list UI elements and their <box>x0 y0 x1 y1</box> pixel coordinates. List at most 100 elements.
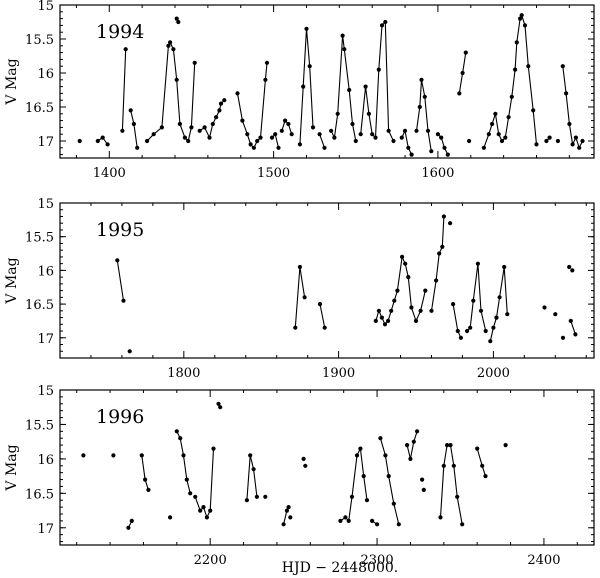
data-point <box>304 26 309 31</box>
data-point <box>151 132 156 137</box>
y-tick-label: 16.5 <box>25 101 54 116</box>
data-point <box>396 522 401 527</box>
data-point <box>255 138 260 144</box>
data-point <box>126 525 131 530</box>
y-tick-label: 17 <box>37 522 54 537</box>
data-point <box>419 77 424 82</box>
data-point <box>425 128 431 133</box>
data-point <box>358 446 363 451</box>
light-curve-segment <box>360 20 394 142</box>
data-point <box>491 325 496 330</box>
data-point <box>361 474 366 479</box>
data-point <box>322 145 327 150</box>
panel-year-label: 1996 <box>96 406 144 428</box>
data-point <box>317 302 323 307</box>
data-point <box>302 295 307 300</box>
data-point <box>218 101 224 106</box>
data-point <box>437 251 442 256</box>
light-curve-segment <box>415 79 432 152</box>
data-point <box>451 463 456 468</box>
data-point <box>375 522 380 527</box>
data-point <box>413 318 419 323</box>
panel-1996: 15 15.5 16 16.5 17 2200 2300 2400 V Mag 1996 <box>4 384 595 568</box>
y-tick-label: 17 <box>37 135 54 150</box>
data-point <box>370 132 375 137</box>
data-point <box>463 50 468 55</box>
data-point <box>458 335 463 340</box>
panel-1994: 15 15.5 16 16.5 17 1400 1500 1600 V Mag 1994 <box>4 0 595 181</box>
data-point <box>370 518 375 524</box>
x-tick-label: 1800 <box>167 366 200 381</box>
data-point <box>553 312 558 317</box>
panel-year-label: 1994 <box>96 21 144 43</box>
data-point <box>349 494 355 499</box>
y-tick-label: 16.5 <box>25 487 54 502</box>
data-point <box>346 518 351 524</box>
light-curve-segment <box>319 303 326 328</box>
data-point <box>131 121 136 127</box>
data-point <box>526 64 531 69</box>
data-point <box>478 308 484 313</box>
x-tick-label: 2400 <box>527 553 560 568</box>
data-point <box>354 453 360 458</box>
data-point <box>471 298 476 303</box>
data-point <box>115 258 120 263</box>
data-point <box>204 515 209 520</box>
data-point <box>286 121 291 127</box>
data-point <box>343 515 348 520</box>
data-point <box>143 477 148 482</box>
data-point <box>235 91 240 96</box>
data-point <box>483 474 488 479</box>
data-point <box>263 77 268 82</box>
data-point <box>182 135 187 140</box>
data-point <box>366 111 371 116</box>
data-point <box>514 40 519 45</box>
data-point <box>408 456 413 461</box>
y-axis-title: V Mag <box>4 257 20 304</box>
data-point <box>465 328 470 334</box>
data-point <box>383 453 388 458</box>
data-point <box>211 446 216 451</box>
data-point <box>350 121 355 127</box>
light-curve-segment <box>466 263 487 332</box>
data-point <box>406 275 411 280</box>
data-point <box>502 264 507 270</box>
data-point <box>392 298 397 303</box>
data-point <box>159 125 164 130</box>
data-point <box>509 94 514 99</box>
data-point <box>177 121 182 127</box>
data-point <box>121 298 126 303</box>
light-curve-segment <box>281 119 293 135</box>
data-point <box>251 467 256 472</box>
data-point <box>186 138 191 144</box>
data-point <box>405 443 410 448</box>
data-point <box>222 98 227 103</box>
data-point <box>423 288 428 293</box>
light-curve-segment <box>476 448 487 477</box>
data-point <box>264 60 270 65</box>
plot-frame <box>59 389 595 546</box>
y-axis-title: V Mag <box>4 444 20 491</box>
data-point <box>580 138 585 144</box>
data-point <box>166 43 171 48</box>
data-point <box>434 278 439 283</box>
data-point <box>283 118 288 123</box>
data-point <box>127 349 132 354</box>
x-tick-label: 2300 <box>361 553 394 568</box>
data-point <box>218 405 223 410</box>
data-point <box>192 60 197 65</box>
data-point <box>400 254 405 259</box>
data-point <box>276 145 281 150</box>
light-curve-segment <box>562 66 583 150</box>
data-point <box>281 522 286 527</box>
data-point <box>189 125 194 130</box>
data-point <box>505 312 510 317</box>
data-point <box>475 261 480 266</box>
x-tick-label: 2000 <box>477 366 510 381</box>
panel-year-label: 1995 <box>96 219 144 241</box>
data-point <box>181 453 186 458</box>
data-point <box>240 118 245 123</box>
data-point <box>488 339 493 344</box>
data-point <box>284 508 289 513</box>
x-tick-label: 1500 <box>257 166 290 181</box>
